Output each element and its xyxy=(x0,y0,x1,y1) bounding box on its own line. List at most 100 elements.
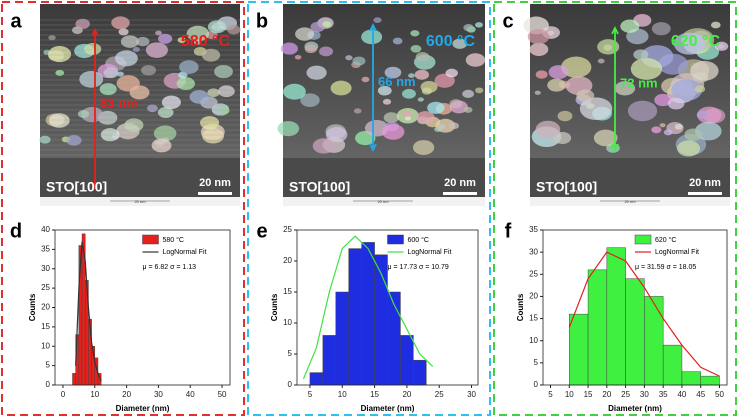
grain xyxy=(597,39,620,55)
grain xyxy=(120,35,139,48)
grain xyxy=(277,121,300,137)
grain xyxy=(465,53,486,67)
y-tick-label: 40 xyxy=(41,225,50,234)
grain xyxy=(402,110,412,117)
grain xyxy=(701,112,708,118)
y-axis-label: Counts xyxy=(270,293,279,321)
x-tick-label: 35 xyxy=(659,390,668,399)
bar xyxy=(348,248,362,386)
plot-frame xyxy=(296,229,479,386)
x-tick-label: 25 xyxy=(435,390,444,399)
grain xyxy=(527,29,550,45)
plot-frame xyxy=(54,229,231,386)
grain xyxy=(694,85,706,93)
grain xyxy=(116,75,140,92)
panel-label: e xyxy=(256,220,267,242)
bar xyxy=(662,344,683,386)
arrow-head xyxy=(611,25,619,153)
substrate-label: STO[100] xyxy=(289,179,350,195)
grain xyxy=(361,29,383,45)
scale-caption: 20 nm xyxy=(624,199,636,204)
x-axis-label: Diameter (nm) xyxy=(361,404,415,413)
grain xyxy=(306,65,327,80)
bar xyxy=(335,291,349,386)
temperature-label: 620 °C xyxy=(671,33,721,50)
scale-strip xyxy=(40,197,240,206)
grain xyxy=(103,67,119,79)
x-tick-label: 25 xyxy=(621,390,630,399)
grain xyxy=(410,44,422,53)
grain xyxy=(157,107,174,118)
grain xyxy=(214,65,233,79)
grain xyxy=(593,129,618,147)
grain xyxy=(75,18,90,29)
grain xyxy=(597,58,605,64)
grain xyxy=(452,38,468,49)
panel-label: b xyxy=(256,10,268,32)
bar xyxy=(72,373,76,386)
grain xyxy=(141,65,156,76)
grain xyxy=(132,47,140,52)
y-tick-label: 10 xyxy=(283,318,292,327)
y-tick-label: 0 xyxy=(288,380,293,389)
grain xyxy=(651,22,671,36)
grain xyxy=(200,116,220,130)
scale-bar-label: 20 nm xyxy=(444,177,476,189)
grain xyxy=(179,60,199,74)
grain xyxy=(438,124,446,130)
y-tick-label: 15 xyxy=(529,314,538,323)
grain xyxy=(294,54,302,60)
grain xyxy=(84,42,102,56)
x-tick-label: 10 xyxy=(338,390,347,399)
grain xyxy=(475,87,484,94)
grain xyxy=(330,80,352,96)
grain xyxy=(576,89,595,102)
legend-swatch xyxy=(142,234,159,245)
y-tick-label: 0 xyxy=(46,380,51,389)
grain xyxy=(614,81,636,96)
fit-annotation: μ = 31.59 σ = 18.05 xyxy=(635,264,696,271)
y-tick-label: 5 xyxy=(288,349,293,358)
arrow-head xyxy=(369,22,377,153)
bar xyxy=(625,278,645,386)
fit-annotation: μ = 6.82 σ = 1.13 xyxy=(143,264,197,271)
x-tick-label: 40 xyxy=(186,390,195,399)
grain xyxy=(382,98,392,105)
grain xyxy=(392,37,403,45)
bar xyxy=(309,372,324,386)
grain xyxy=(449,100,469,114)
grain xyxy=(529,42,549,56)
grain xyxy=(322,21,332,28)
grain xyxy=(579,97,613,121)
grain xyxy=(207,20,227,34)
bar xyxy=(700,375,720,386)
y-tick-label: 35 xyxy=(41,244,50,253)
y-tick-label: 20 xyxy=(41,303,50,312)
grain xyxy=(319,46,334,57)
grain xyxy=(300,93,320,107)
plot-frame xyxy=(542,229,728,386)
grain xyxy=(633,49,649,60)
grain xyxy=(557,110,573,122)
grain xyxy=(651,126,662,134)
temperature-label: 580 °C xyxy=(181,33,231,50)
legend-swatch xyxy=(634,234,652,245)
fit-line xyxy=(75,241,102,382)
bar xyxy=(400,335,414,386)
substrate-label: STO[100] xyxy=(46,179,107,195)
grain xyxy=(280,42,298,55)
grain xyxy=(462,89,474,98)
grain xyxy=(420,80,438,93)
grain xyxy=(377,85,392,96)
y-tick-label: 25 xyxy=(529,269,538,278)
bar xyxy=(587,269,608,386)
scale-bar-label: 20 nm xyxy=(199,177,231,189)
y-tick-label: 15 xyxy=(41,322,50,331)
grain xyxy=(186,25,210,42)
grain xyxy=(136,36,150,47)
scale-caption: 20 nm xyxy=(134,199,146,204)
grain xyxy=(312,138,335,154)
x-tick-label: 15 xyxy=(584,390,593,399)
scale-strip xyxy=(283,197,485,206)
